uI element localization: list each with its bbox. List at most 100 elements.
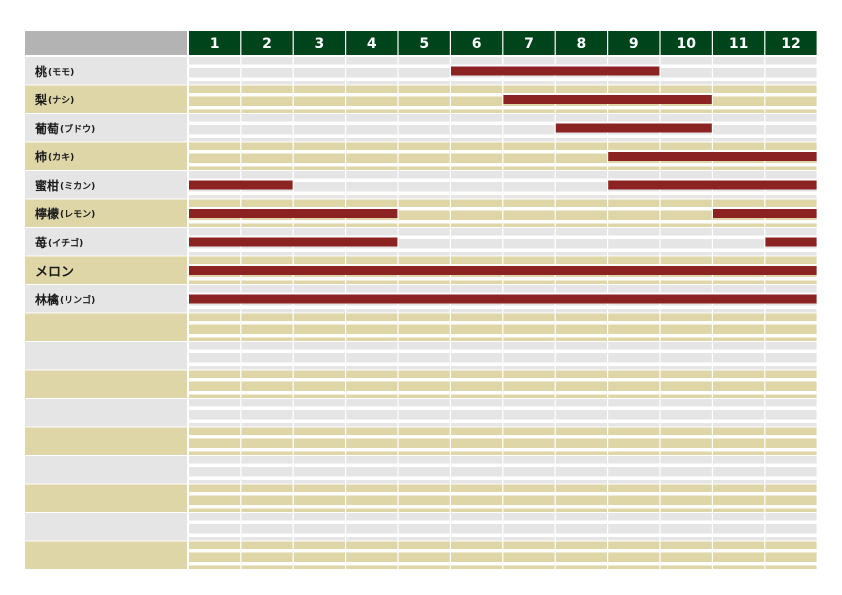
row-cell-stripe xyxy=(293,520,345,524)
row-cell-stripe xyxy=(189,134,241,138)
row-cell-stripe xyxy=(293,64,345,68)
row-cell-stripe xyxy=(346,134,398,138)
row-cell-stripe xyxy=(398,277,450,281)
row-cell-stripe xyxy=(555,277,607,281)
fruit-name: メロン xyxy=(35,265,75,280)
row-cell-stripe xyxy=(503,533,555,537)
row-label-bg xyxy=(25,399,187,427)
row-cell-stripe xyxy=(765,362,817,366)
row-cell-stripe xyxy=(293,134,345,138)
row-cell-stripe xyxy=(293,207,345,211)
row-cell-stripe xyxy=(346,378,398,382)
row-cell-stripe xyxy=(241,134,293,138)
row-cell-stripe xyxy=(241,150,293,154)
row-cell-stripe xyxy=(346,391,398,395)
row-label-bg xyxy=(25,85,187,113)
row-cell-stripe xyxy=(293,121,345,125)
row-cell-stripe xyxy=(398,533,450,537)
row-cell-stripe xyxy=(503,93,555,97)
row-cell-stripe xyxy=(451,562,503,566)
row-cell-stripe xyxy=(293,321,345,325)
row-cell-stripe xyxy=(660,220,712,224)
row-cell-stripe xyxy=(555,191,607,195)
row-cell-stripe xyxy=(713,492,765,496)
season-bar xyxy=(189,209,398,218)
row-cell-stripe xyxy=(713,391,765,395)
row-cell-stripe xyxy=(608,163,660,167)
row-cell-stripe xyxy=(241,178,293,182)
row-cell-stripe xyxy=(398,220,450,224)
row-cell-stripe xyxy=(451,163,503,167)
row-cell-stripe xyxy=(660,492,712,496)
row-cell-stripe xyxy=(398,93,450,97)
row-cell-stripe xyxy=(398,349,450,353)
row-cell-stripe xyxy=(241,419,293,423)
season-bar xyxy=(765,237,817,247)
row-cell-stripe xyxy=(398,292,450,296)
row-cell-stripe xyxy=(555,264,607,268)
row-cell-stripe xyxy=(503,106,555,110)
row-cell-stripe xyxy=(398,150,450,154)
row-cell-stripe xyxy=(451,406,503,410)
row-cell-stripe xyxy=(189,106,241,110)
row-cell-stripe xyxy=(398,463,450,467)
row-cell-stripe xyxy=(451,64,503,68)
row-cell-stripe xyxy=(503,77,555,81)
row-cell-stripe xyxy=(503,435,555,439)
row-cell-stripe xyxy=(293,362,345,366)
row-cell-stripe xyxy=(346,435,398,439)
row-cell-stripe xyxy=(555,448,607,452)
row-cell-stripe xyxy=(713,134,765,138)
row-cell-stripe xyxy=(451,264,503,268)
row-cell-stripe xyxy=(765,505,817,509)
row-cell-stripe xyxy=(765,463,817,467)
row-cell-stripe xyxy=(346,121,398,125)
row-cell-stripe xyxy=(241,435,293,439)
row-cell-stripe xyxy=(765,64,817,68)
fruit-label: 柿 (カキ) xyxy=(25,143,187,171)
row-cell-stripe xyxy=(608,207,660,211)
row-cell-stripe xyxy=(765,435,817,439)
row-cell-stripe xyxy=(503,349,555,353)
row-cell-stripe xyxy=(241,562,293,566)
row-cell-stripe xyxy=(189,178,241,182)
row-cell-stripe xyxy=(608,520,660,524)
row-cell-stripe xyxy=(189,406,241,410)
row-cell-stripe xyxy=(346,505,398,509)
row-cell-stripe xyxy=(451,106,503,110)
month-header-9 xyxy=(608,31,660,55)
row-cell-stripe xyxy=(293,220,345,224)
row-cell-stripe xyxy=(660,419,712,423)
row-cell-stripe xyxy=(503,163,555,167)
row-cell-stripe xyxy=(503,207,555,211)
row-cell-stripe xyxy=(765,292,817,296)
row-cell-stripe xyxy=(713,277,765,281)
row-cell-stripe xyxy=(765,207,817,211)
row-cell-stripe xyxy=(765,419,817,423)
row-cell-stripe xyxy=(660,207,712,211)
row-cell-stripe xyxy=(660,248,712,252)
row-cell-stripe xyxy=(293,277,345,281)
row-cell-stripe xyxy=(189,305,241,309)
row-cell-stripe xyxy=(451,520,503,524)
row-cell-stripe xyxy=(660,77,712,81)
row-cell-stripe xyxy=(555,520,607,524)
row-cell-stripe xyxy=(398,362,450,366)
row-cell-stripe xyxy=(608,492,660,496)
row-cell-stripe xyxy=(503,220,555,224)
fruit-label: 葡萄 (ブドウ) xyxy=(25,114,187,142)
row-cell-stripe xyxy=(555,305,607,309)
row-cell-stripe xyxy=(660,191,712,195)
row-cell-stripe xyxy=(346,220,398,224)
row-cell-stripe xyxy=(189,64,241,68)
fruit-label: 苺 (イチゴ) xyxy=(25,228,187,256)
row-cell-stripe xyxy=(241,448,293,452)
row-cell-stripe xyxy=(346,264,398,268)
row-cell-stripe xyxy=(398,248,450,252)
row-cell-stripe xyxy=(765,178,817,182)
fruit-name: 梨 xyxy=(35,93,48,107)
row-cell-stripe xyxy=(608,406,660,410)
row-cell-stripe xyxy=(765,134,817,138)
row-cell-stripe xyxy=(765,448,817,452)
row-cell-stripe xyxy=(398,264,450,268)
